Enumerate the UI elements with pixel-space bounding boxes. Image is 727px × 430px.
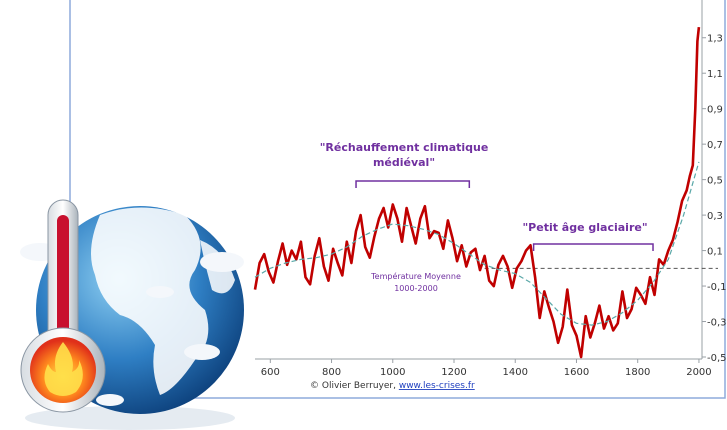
y-tick-label: 0,3 — [707, 211, 723, 222]
ice-age-bracket — [532, 243, 654, 251]
x-tick-label: 1200 — [441, 367, 466, 378]
y-tick-label: -0,3 — [707, 318, 727, 329]
medieval-label-line1: "Réchauffement climatique — [320, 141, 489, 154]
credit-text: © Olivier Berruyer, www.les-crises.fr — [310, 381, 475, 391]
y-tick-label: 0,1 — [707, 247, 723, 258]
credit-prefix: © Olivier Berruyer, — [310, 381, 399, 391]
credit-link[interactable]: www.les-crises.fr — [399, 381, 475, 391]
medieval-bracket — [355, 180, 471, 188]
y-tick-label: 1,3 — [707, 34, 723, 45]
x-tick-label: 1600 — [564, 367, 589, 378]
x-tick-label: 2000 — [686, 367, 711, 378]
y-tick-label: -0,5 — [707, 353, 727, 364]
globe-thermometer-icon — [20, 199, 244, 430]
plot-area: 600 800 1000 1200 1400 1600 1800 2000 1,3 1,1 0,9 0… — [253, 0, 727, 378]
medieval-label-line2: médiéval" — [373, 156, 435, 169]
y-tick-label: -0,1 — [707, 282, 727, 293]
trend-series-line — [254, 161, 700, 326]
x-tick-label: 1000 — [380, 367, 405, 378]
ice-age-label: "Petit âge glaciaire" — [522, 221, 647, 234]
reference-label-line1: Température Moyenne — [370, 271, 461, 281]
reference-label-line2: 1000-2000 — [394, 284, 438, 293]
y-tick-label: 1,1 — [707, 69, 723, 80]
x-tick-label: 800 — [322, 367, 341, 378]
x-tick-label: 600 — [261, 367, 280, 378]
y-tick-label: 0,9 — [707, 105, 723, 116]
x-tick-label: 1400 — [503, 367, 528, 378]
y-tick-label: 0,5 — [707, 176, 723, 187]
x-tick-label: 1800 — [625, 367, 650, 378]
y-tick-label: 0,7 — [707, 140, 723, 151]
